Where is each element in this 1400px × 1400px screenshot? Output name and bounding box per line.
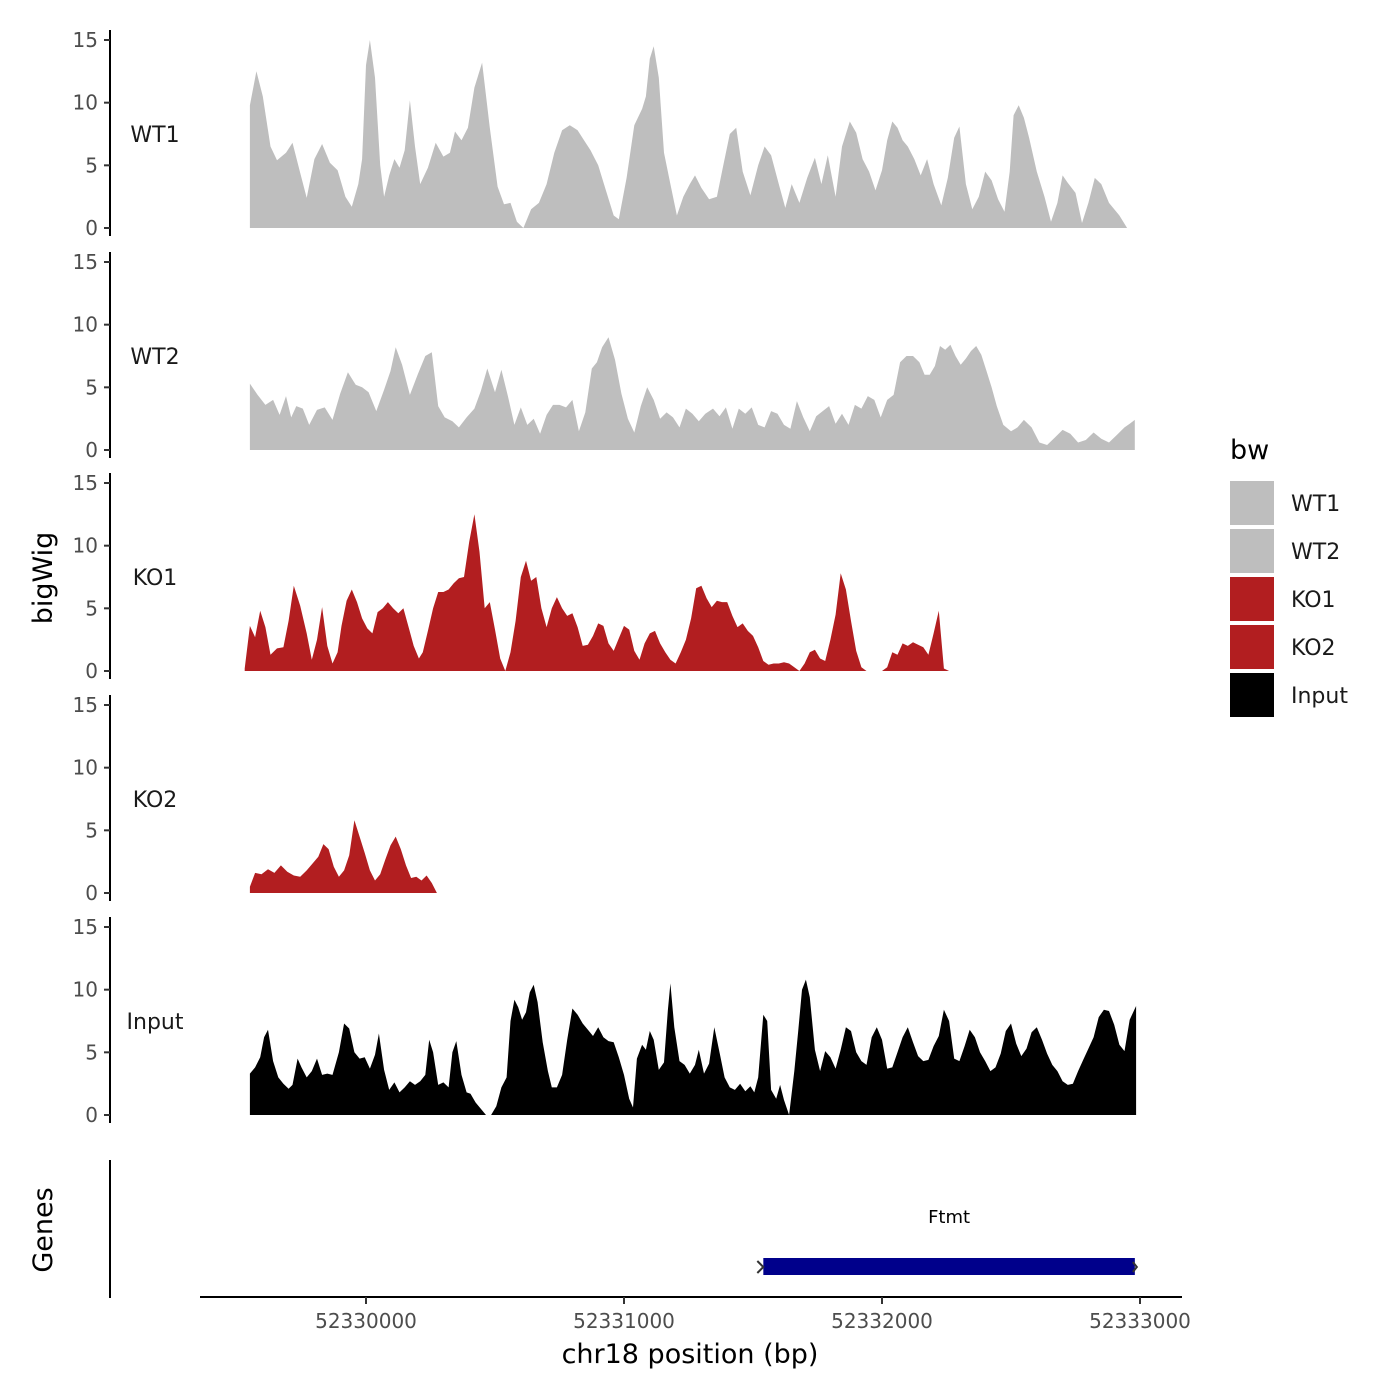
y-tick-label: 10 bbox=[73, 978, 98, 1002]
y-tick-label: 0 bbox=[85, 659, 98, 683]
y-tick-label: 10 bbox=[73, 534, 98, 558]
area-wt1 bbox=[249, 40, 1135, 228]
area-ko1 bbox=[244, 514, 1140, 671]
track-label: KO1 bbox=[133, 566, 178, 591]
gene-end-marker bbox=[1132, 1261, 1139, 1273]
track-ko1: 0 5 10 15 KO1 bbox=[73, 471, 1140, 683]
x-tick-label: 52332000 bbox=[831, 1309, 933, 1333]
x-tick-label: 52333000 bbox=[1089, 1309, 1191, 1333]
legend-item-wt1: WT1 bbox=[1230, 481, 1340, 525]
legend: bw WT1 WT2 KO1 KO2 Input bbox=[1230, 435, 1348, 717]
track-label: WT1 bbox=[130, 123, 179, 148]
legend-swatch bbox=[1230, 481, 1274, 525]
y-tick-label: 0 bbox=[85, 1103, 98, 1127]
legend-label: Input bbox=[1291, 684, 1348, 709]
y-tick-label: 15 bbox=[73, 693, 98, 717]
y-tick-label: 5 bbox=[85, 596, 98, 620]
x-tick-label: 52330000 bbox=[315, 1309, 417, 1333]
track-label: Input bbox=[127, 1010, 184, 1035]
y-tick-label: 5 bbox=[85, 1040, 98, 1064]
area-wt2 bbox=[249, 337, 1135, 450]
legend-item-input: Input bbox=[1230, 673, 1348, 717]
y-tick-label: 5 bbox=[85, 818, 98, 842]
track-ko2: 0 5 10 15 KO2 bbox=[73, 693, 1135, 905]
x-tick-label: 52331000 bbox=[573, 1309, 675, 1333]
y-tick-label: 10 bbox=[73, 91, 98, 115]
y-tick-label: 0 bbox=[85, 216, 98, 240]
legend-item-ko2: KO2 bbox=[1230, 625, 1336, 669]
track-wt1: 0 5 10 15 WT1 bbox=[73, 28, 1135, 240]
track-label: WT2 bbox=[130, 345, 179, 370]
y-tick-label: 10 bbox=[73, 313, 98, 337]
y-tick-label: 10 bbox=[73, 756, 98, 780]
y-tick-label: 15 bbox=[73, 28, 98, 52]
y-tick-label: 5 bbox=[85, 153, 98, 177]
gene-body bbox=[763, 1258, 1135, 1275]
y-axis-title: bigWig bbox=[28, 532, 59, 625]
legend-swatch bbox=[1230, 577, 1274, 621]
area-ko2 bbox=[249, 820, 1135, 893]
y-tick-label: 0 bbox=[85, 881, 98, 905]
legend-item-wt2: WT2 bbox=[1230, 529, 1340, 573]
legend-label: WT1 bbox=[1291, 492, 1340, 517]
x-axis: 52330000 52331000 52332000 52333000 bbox=[200, 1296, 1191, 1333]
legend-title: bw bbox=[1230, 435, 1269, 466]
genes-axis-title: Genes bbox=[28, 1187, 59, 1272]
track-wt2: 0 5 10 15 WT2 bbox=[73, 250, 1135, 462]
bigwig-tracks: 0 5 10 15 WT1 0 5 10 15 WT2 0 5 10 15 KO1 0 5 10 15 KO2 0 5 10… bbox=[73, 28, 1140, 1127]
gene-start-marker bbox=[756, 1260, 765, 1274]
y-tick-label: 5 bbox=[85, 375, 98, 399]
legend-swatch bbox=[1230, 529, 1274, 573]
y-tick-label: 0 bbox=[85, 438, 98, 462]
legend-label: WT2 bbox=[1291, 540, 1340, 565]
y-tick-label: 15 bbox=[73, 915, 98, 939]
legend-label: KO1 bbox=[1291, 588, 1336, 613]
legend-swatch bbox=[1230, 625, 1274, 669]
x-axis-title: chr18 position (bp) bbox=[562, 1339, 819, 1370]
legend-swatch bbox=[1230, 673, 1274, 717]
track-label: KO2 bbox=[133, 788, 178, 813]
gene-ftmt: Ftmt bbox=[756, 1207, 1139, 1275]
y-tick-label: 15 bbox=[73, 250, 98, 274]
genes-panel: Ftmt bbox=[109, 1160, 1139, 1298]
y-tick-label: 15 bbox=[73, 471, 98, 495]
legend-item-ko1: KO1 bbox=[1230, 577, 1336, 621]
legend-label: KO2 bbox=[1291, 636, 1336, 661]
area-input bbox=[249, 979, 1137, 1115]
gene-label: Ftmt bbox=[928, 1207, 970, 1228]
track-input: 0 5 10 15 Input bbox=[73, 915, 1137, 1127]
